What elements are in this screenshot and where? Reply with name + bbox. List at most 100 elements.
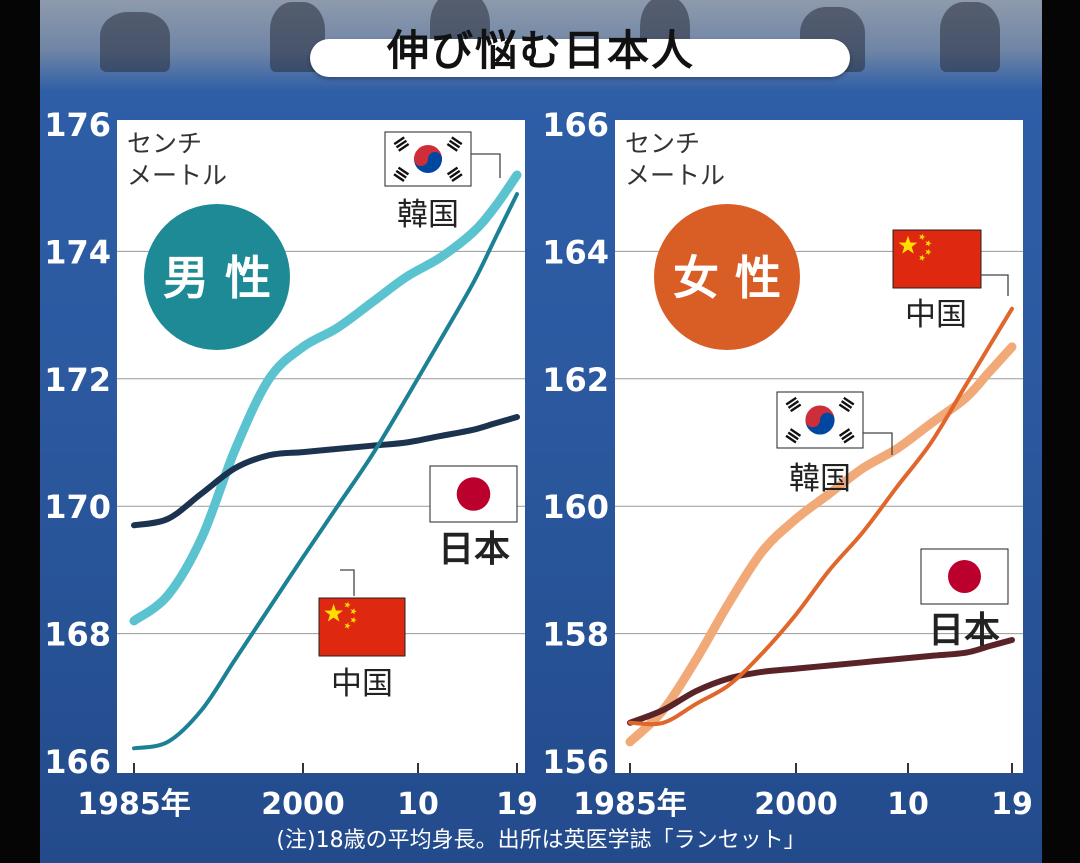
chart-panel-male: 166 168 170 172 174 176 1985年 2000 10 19 センチメートル男 … [44, 106, 538, 822]
x-tick-label: 19 [496, 787, 538, 822]
trigram-bar [787, 431, 799, 441]
x-tick-label: 2000 [261, 787, 345, 822]
series-line-china [132, 192, 519, 751]
unit-label: センチ [625, 129, 700, 158]
trigram-bar [785, 434, 797, 444]
page-title: 伸び悩む日本人 [386, 26, 695, 75]
y-tick-label: 160 [542, 488, 609, 526]
flag-star [350, 608, 357, 615]
y-tick-label: 174 [44, 233, 111, 271]
series-line-china [628, 306, 1014, 727]
trigram [785, 396, 802, 413]
series-label-japan: 日本 [438, 529, 510, 570]
y-tick-label: 166 [542, 106, 609, 144]
flag-sun [456, 477, 491, 511]
trigram-bar [451, 136, 463, 146]
chart-panel-female: 156 158 160 162 164 166 1985年 2000 10 19 センチメートル女 … [542, 106, 1033, 822]
trigram-bar [446, 143, 458, 152]
label-connector [981, 274, 1009, 296]
label-connector [471, 153, 501, 178]
korea-flag [776, 391, 864, 449]
infographic: 伸び悩む日本人 166 168 170 172 174 176 1985年 2000 10 19 セ… [40, 0, 1042, 863]
flag-star [925, 248, 932, 256]
flag-field [318, 597, 406, 657]
series-line-japan [627, 637, 1015, 726]
trigram [393, 136, 410, 152]
x-tick-label: 10 [397, 787, 439, 822]
label-connector [340, 569, 355, 596]
series-label-china: 中国 [905, 297, 967, 333]
trigram-bar [393, 136, 405, 146]
photo-figure [100, 12, 170, 72]
trigram-bar [790, 403, 802, 413]
trigram-bar [843, 434, 855, 444]
trigram-bar [787, 400, 800, 409]
trigram-bar [451, 173, 463, 182]
trigram-bar [841, 431, 853, 441]
trigram-bar [838, 428, 851, 437]
gender-badge [144, 204, 290, 350]
series-label-korea: 韓国 [397, 197, 459, 233]
flag-star [324, 603, 343, 622]
trigram-bar [448, 139, 461, 149]
title-banner [310, 39, 850, 77]
unit-label: メートル [127, 161, 227, 190]
flag-sun [948, 560, 981, 593]
label-connector [863, 432, 893, 455]
trigram-bar [449, 169, 461, 179]
y-tick-label: 162 [542, 361, 609, 399]
taeguk-red [805, 412, 820, 428]
x-tick-label: 1985年 [573, 787, 687, 822]
trigram [393, 166, 410, 182]
trigram-bar [398, 143, 410, 152]
y-tick-label: 156 [542, 743, 609, 781]
trigram [446, 136, 463, 152]
x-tick-label: 19 [991, 787, 1033, 822]
flag-star [925, 240, 932, 247]
trigram-bar [395, 139, 408, 149]
china-flag [318, 597, 406, 657]
series-line-korea [129, 170, 522, 626]
taeguk-blue [428, 151, 443, 167]
gender-badge [654, 204, 800, 350]
y-tick-label: 164 [542, 233, 609, 271]
charts-canvas: 166 168 170 172 174 176 1985年 2000 10 19 センチメートル男 … [44, 106, 1033, 822]
unit-label: メートル [625, 161, 725, 190]
unit-label: センチ [127, 129, 202, 158]
japan-flag [429, 465, 518, 523]
footnote: (注)18歳の平均身長。出所は英医学誌「ランセット」 [276, 828, 806, 853]
x-tick-label: 10 [887, 787, 929, 822]
gender-badge-label: 男 性 [163, 251, 271, 305]
trigram-bar [785, 396, 797, 406]
taeguk-red [413, 151, 429, 167]
trigram-bar [843, 396, 855, 406]
trigram [446, 166, 463, 182]
y-tick-label: 172 [44, 361, 111, 399]
japan-flag [920, 548, 1009, 605]
y-tick-label: 168 [44, 616, 111, 654]
trigram-bar [395, 169, 407, 179]
trigram-bar [789, 428, 802, 437]
flag-field [892, 229, 982, 289]
flag-star [919, 233, 926, 241]
trigram [838, 396, 855, 413]
flag-star [344, 601, 351, 609]
series-line-korea [625, 342, 1017, 747]
flag-star [350, 616, 357, 624]
trigram-bar [838, 403, 850, 413]
photo-figure [940, 2, 1000, 72]
x-tick-label: 2000 [754, 787, 838, 822]
taeguk-blue [820, 412, 835, 428]
trigram [838, 428, 855, 444]
trigram [785, 428, 802, 444]
trigram-bar [397, 166, 410, 176]
y-tick-label: 158 [542, 616, 609, 654]
series-line-japan [131, 414, 520, 529]
y-tick-label: 176 [44, 106, 111, 144]
y-tick-label: 166 [44, 743, 111, 781]
flag-star [344, 622, 351, 630]
series-label-japan: 日本 [928, 610, 1000, 651]
series-label-korea: 韓国 [789, 461, 851, 497]
trigram-bar [840, 400, 853, 409]
gender-badge-label: 女 性 [673, 251, 781, 305]
